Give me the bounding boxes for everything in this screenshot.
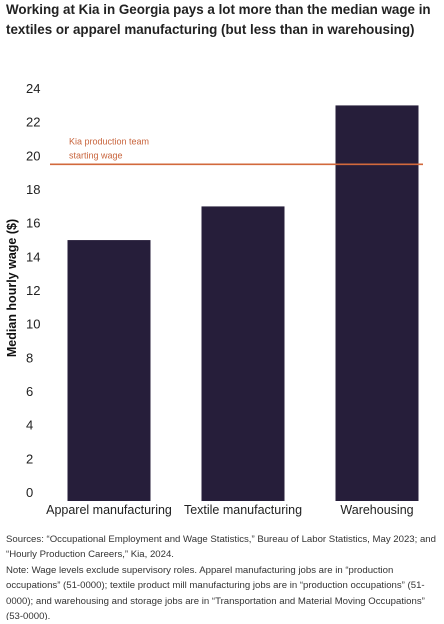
methodology-note: Note: Wage levels exclude supervisory ro… <box>6 564 425 620</box>
x-tick-label: Warehousing <box>340 503 413 517</box>
reference-line-label: Kia production team <box>69 136 149 146</box>
y-tick-label: 6 <box>26 384 33 399</box>
y-tick-label: 2 <box>26 451 33 466</box>
sources-note: Sources: “Occupational Employment and Wa… <box>6 534 436 561</box>
x-axis-labels: Apparel manufacturing Textile manufacturi… <box>46 503 414 517</box>
y-tick-label: 4 <box>26 418 33 433</box>
x-tick-label: Textile manufacturing <box>184 503 302 517</box>
y-tick-label: 0 <box>26 485 33 500</box>
y-tick-label: 12 <box>26 283 40 298</box>
y-axis-label: Median hourly wage ($) <box>5 219 19 357</box>
bar-warehousing <box>335 105 419 502</box>
y-tick-label: 20 <box>26 148 40 163</box>
y-tick-label: 22 <box>26 115 40 130</box>
x-tick-label: Apparel manufacturing <box>46 503 172 517</box>
y-tick-label: 18 <box>26 182 40 197</box>
footnotes: Sources: “Occupational Employment and Wa… <box>6 532 438 620</box>
chart-title: Working at Kia in Georgia pays a lot mor… <box>6 2 431 37</box>
reference-line-label: starting wage <box>69 150 123 160</box>
bars <box>67 105 419 502</box>
reference-layer: Kia production team starting wage <box>50 136 423 166</box>
bar-apparel-manufacturing <box>67 240 151 502</box>
y-tick-label: 10 <box>26 317 40 332</box>
y-tick-label: 16 <box>26 216 40 231</box>
y-tick-label: 14 <box>26 249 40 264</box>
y-tick-label: 24 <box>26 81 40 96</box>
y-tick-label: 8 <box>26 350 33 365</box>
bar-textile-manufacturing <box>201 206 285 501</box>
